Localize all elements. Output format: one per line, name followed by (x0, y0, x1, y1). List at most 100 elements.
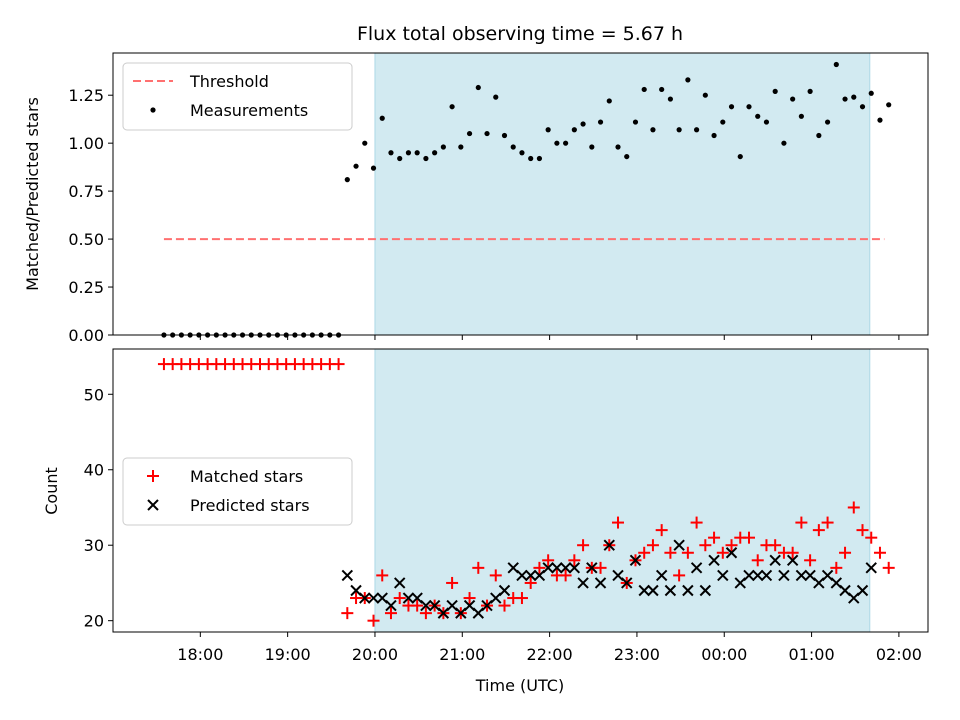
predicted-star-point (603, 539, 615, 551)
predicted-star-point (594, 577, 607, 589)
count-x-ticks: 18:00 19:00 20:00 21:00 22:00 23:00 00:00 01:00… (177, 632, 922, 664)
predicted-star-point (367, 592, 380, 604)
ratio-axes-frame (112, 52, 929, 336)
measurement-point (397, 155, 403, 162)
matched-star-point (524, 576, 537, 589)
x-tick-label: 02:00 (876, 645, 922, 664)
y-tick-label: 0.50 (68, 230, 104, 249)
matched-star-point (568, 554, 581, 567)
matched-star-point (376, 569, 389, 582)
measurement-point (353, 163, 359, 169)
predicted-star-point (865, 562, 877, 574)
matched-star-point (664, 546, 677, 559)
matched-star-point (681, 546, 694, 559)
matched-star-point (533, 561, 546, 574)
matched-star-point (708, 531, 721, 544)
legend-matched-swatch (147, 470, 159, 482)
matched-star-point (384, 607, 397, 620)
matched-star-point (751, 554, 764, 567)
y-tick-label: 40 (84, 461, 104, 480)
y-tick-label: 1.25 (68, 86, 104, 105)
matched-star-point (699, 539, 712, 552)
matched-star-point (830, 561, 843, 574)
matched-star-point (594, 561, 607, 574)
predicted-star-point (359, 592, 371, 604)
count-y-ticks: 20 30 40 50 (84, 385, 113, 631)
measurement-point (624, 153, 630, 160)
x-tick-label: 22:00 (527, 645, 573, 664)
measurement-point (466, 130, 473, 137)
predicted-star-point (551, 562, 563, 574)
matched-star-point (341, 607, 354, 620)
measurement-point (597, 119, 604, 125)
measurement-point (842, 96, 848, 102)
measurement-point (685, 77, 691, 83)
chart-title: Flux total observing time = 5.67 h (357, 23, 683, 45)
ratio-legend: Threshold Measurements (122, 62, 353, 131)
y-tick-label: 20 (84, 612, 104, 631)
predicted-star-point (516, 569, 528, 582)
matched-star-point (873, 546, 886, 559)
predicted-star-point (655, 569, 668, 582)
matched-star-point (821, 516, 834, 529)
matched-star-point (367, 614, 380, 627)
matched-star-point (577, 539, 590, 552)
predicted-star-point (690, 562, 703, 574)
y-tick-label: 0.75 (68, 182, 104, 201)
measurement-point (851, 94, 857, 100)
matched-star-point (839, 546, 852, 559)
y-tick-label: 0.00 (68, 326, 104, 345)
measurement-point (484, 130, 490, 137)
measurement-point (763, 119, 770, 125)
measurement-point (746, 104, 752, 110)
measurement-point (493, 94, 499, 100)
matched-star-point (786, 546, 799, 559)
matched-star-point (847, 501, 860, 514)
matched-star-point (769, 539, 782, 552)
predicted-star-point (752, 569, 764, 582)
predicted-star-point (856, 584, 869, 597)
measurement-point (650, 127, 656, 133)
measurement-point (807, 88, 813, 94)
legend-predicted-label: Predicted stars (190, 496, 310, 515)
predicted-star-point (559, 562, 572, 574)
measurement-point (580, 121, 586, 127)
matched-star-point (463, 592, 476, 605)
measurement-point (501, 132, 508, 139)
measurement-point (571, 127, 577, 133)
predicted-star-point (725, 547, 738, 559)
predicted-star-point (586, 562, 598, 574)
matched-star-point (690, 516, 703, 529)
measurement-point (659, 86, 665, 93)
matched-star-point (472, 561, 485, 574)
measurement-point (379, 115, 385, 121)
predicted-star-point (524, 569, 537, 582)
measurement-point (859, 104, 866, 110)
predicted-star-point (638, 584, 650, 597)
matched-star-point (716, 546, 729, 559)
ratio-x-ticks (199, 335, 900, 340)
measurement-point (833, 61, 839, 68)
legend-measurements-swatch (150, 107, 156, 113)
x-tick-label: 01:00 (789, 645, 835, 664)
matched-star-point (419, 607, 432, 620)
x-tick-label: 00:00 (701, 645, 747, 664)
matched-star-point (742, 531, 755, 544)
predicted-star-point (385, 599, 397, 612)
measurement-point (755, 113, 761, 119)
predicted-star-point (786, 554, 799, 567)
predicted-star-point (341, 569, 354, 582)
matched-star-point (393, 592, 406, 605)
matched-star-point (498, 599, 511, 612)
measurement-point (528, 155, 534, 162)
panel-ratio: 0.00 0.25 0.50 0.75 1.00 1.25 Matched/Predict… (23, 52, 929, 345)
matched-star-point (489, 569, 502, 582)
y-tick-label: 1.00 (68, 134, 104, 153)
y-tick-label: 30 (84, 536, 104, 555)
measurement-point (510, 144, 516, 150)
measurement-point (667, 96, 674, 102)
ratio-y-label: Matched/Predicted stars (23, 97, 42, 291)
measurement-point (676, 127, 682, 133)
predicted-star-point (420, 599, 432, 612)
predicted-star-point (568, 562, 581, 574)
